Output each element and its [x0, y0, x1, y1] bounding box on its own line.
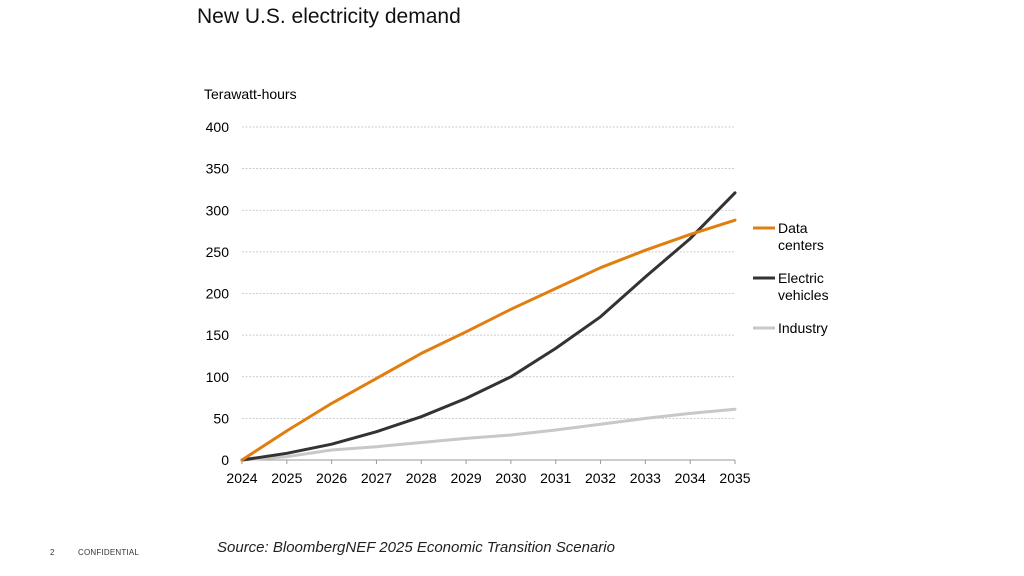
legend-label-data-centers: centers	[778, 237, 824, 253]
chart-title: New U.S. electricity demand	[197, 5, 461, 28]
legend-label-industry: Industry	[778, 320, 828, 336]
legend-label-electric-vehicles: Electric	[778, 270, 824, 286]
y-tick-label: 300	[206, 202, 230, 218]
y-tick-label: 150	[206, 327, 230, 343]
legend-label-electric-vehicles: vehicles	[778, 287, 829, 303]
y-tick-label: 50	[213, 410, 229, 426]
page-number: 2	[50, 548, 55, 557]
y-axis-label: Terawatt-hours	[204, 86, 297, 102]
x-tick-label: 2026	[316, 470, 347, 486]
y-tick-label: 350	[206, 161, 230, 177]
x-tick-label: 2028	[406, 470, 437, 486]
series-line-data-centers	[240, 218, 737, 462]
legend-label-data-centers: Data	[778, 220, 808, 236]
x-tick-label: 2029	[451, 470, 482, 486]
series-line-industry	[240, 407, 737, 462]
x-tick-label: 2024	[226, 470, 257, 486]
source-note: Source: BloombergNEF 2025 Economic Trans…	[217, 539, 615, 556]
x-tick-label: 2030	[495, 470, 526, 486]
x-tick-label: 2032	[585, 470, 616, 486]
y-tick-label: 200	[206, 286, 230, 302]
x-tick-label: 2035	[719, 470, 750, 486]
y-tick-label: 0	[221, 452, 229, 468]
confidential-label: CONFIDENTIAL	[78, 548, 140, 557]
x-tick-label: 2034	[675, 470, 706, 486]
x-tick-label: 2025	[271, 470, 302, 486]
y-tick-label: 400	[206, 119, 230, 135]
series-line-electric-vehicles	[240, 191, 737, 462]
x-tick-label: 2033	[630, 470, 661, 486]
x-tick-label: 2027	[361, 470, 392, 486]
x-tick-label: 2031	[540, 470, 571, 486]
y-tick-label: 250	[206, 244, 230, 260]
y-tick-label: 100	[206, 369, 230, 385]
